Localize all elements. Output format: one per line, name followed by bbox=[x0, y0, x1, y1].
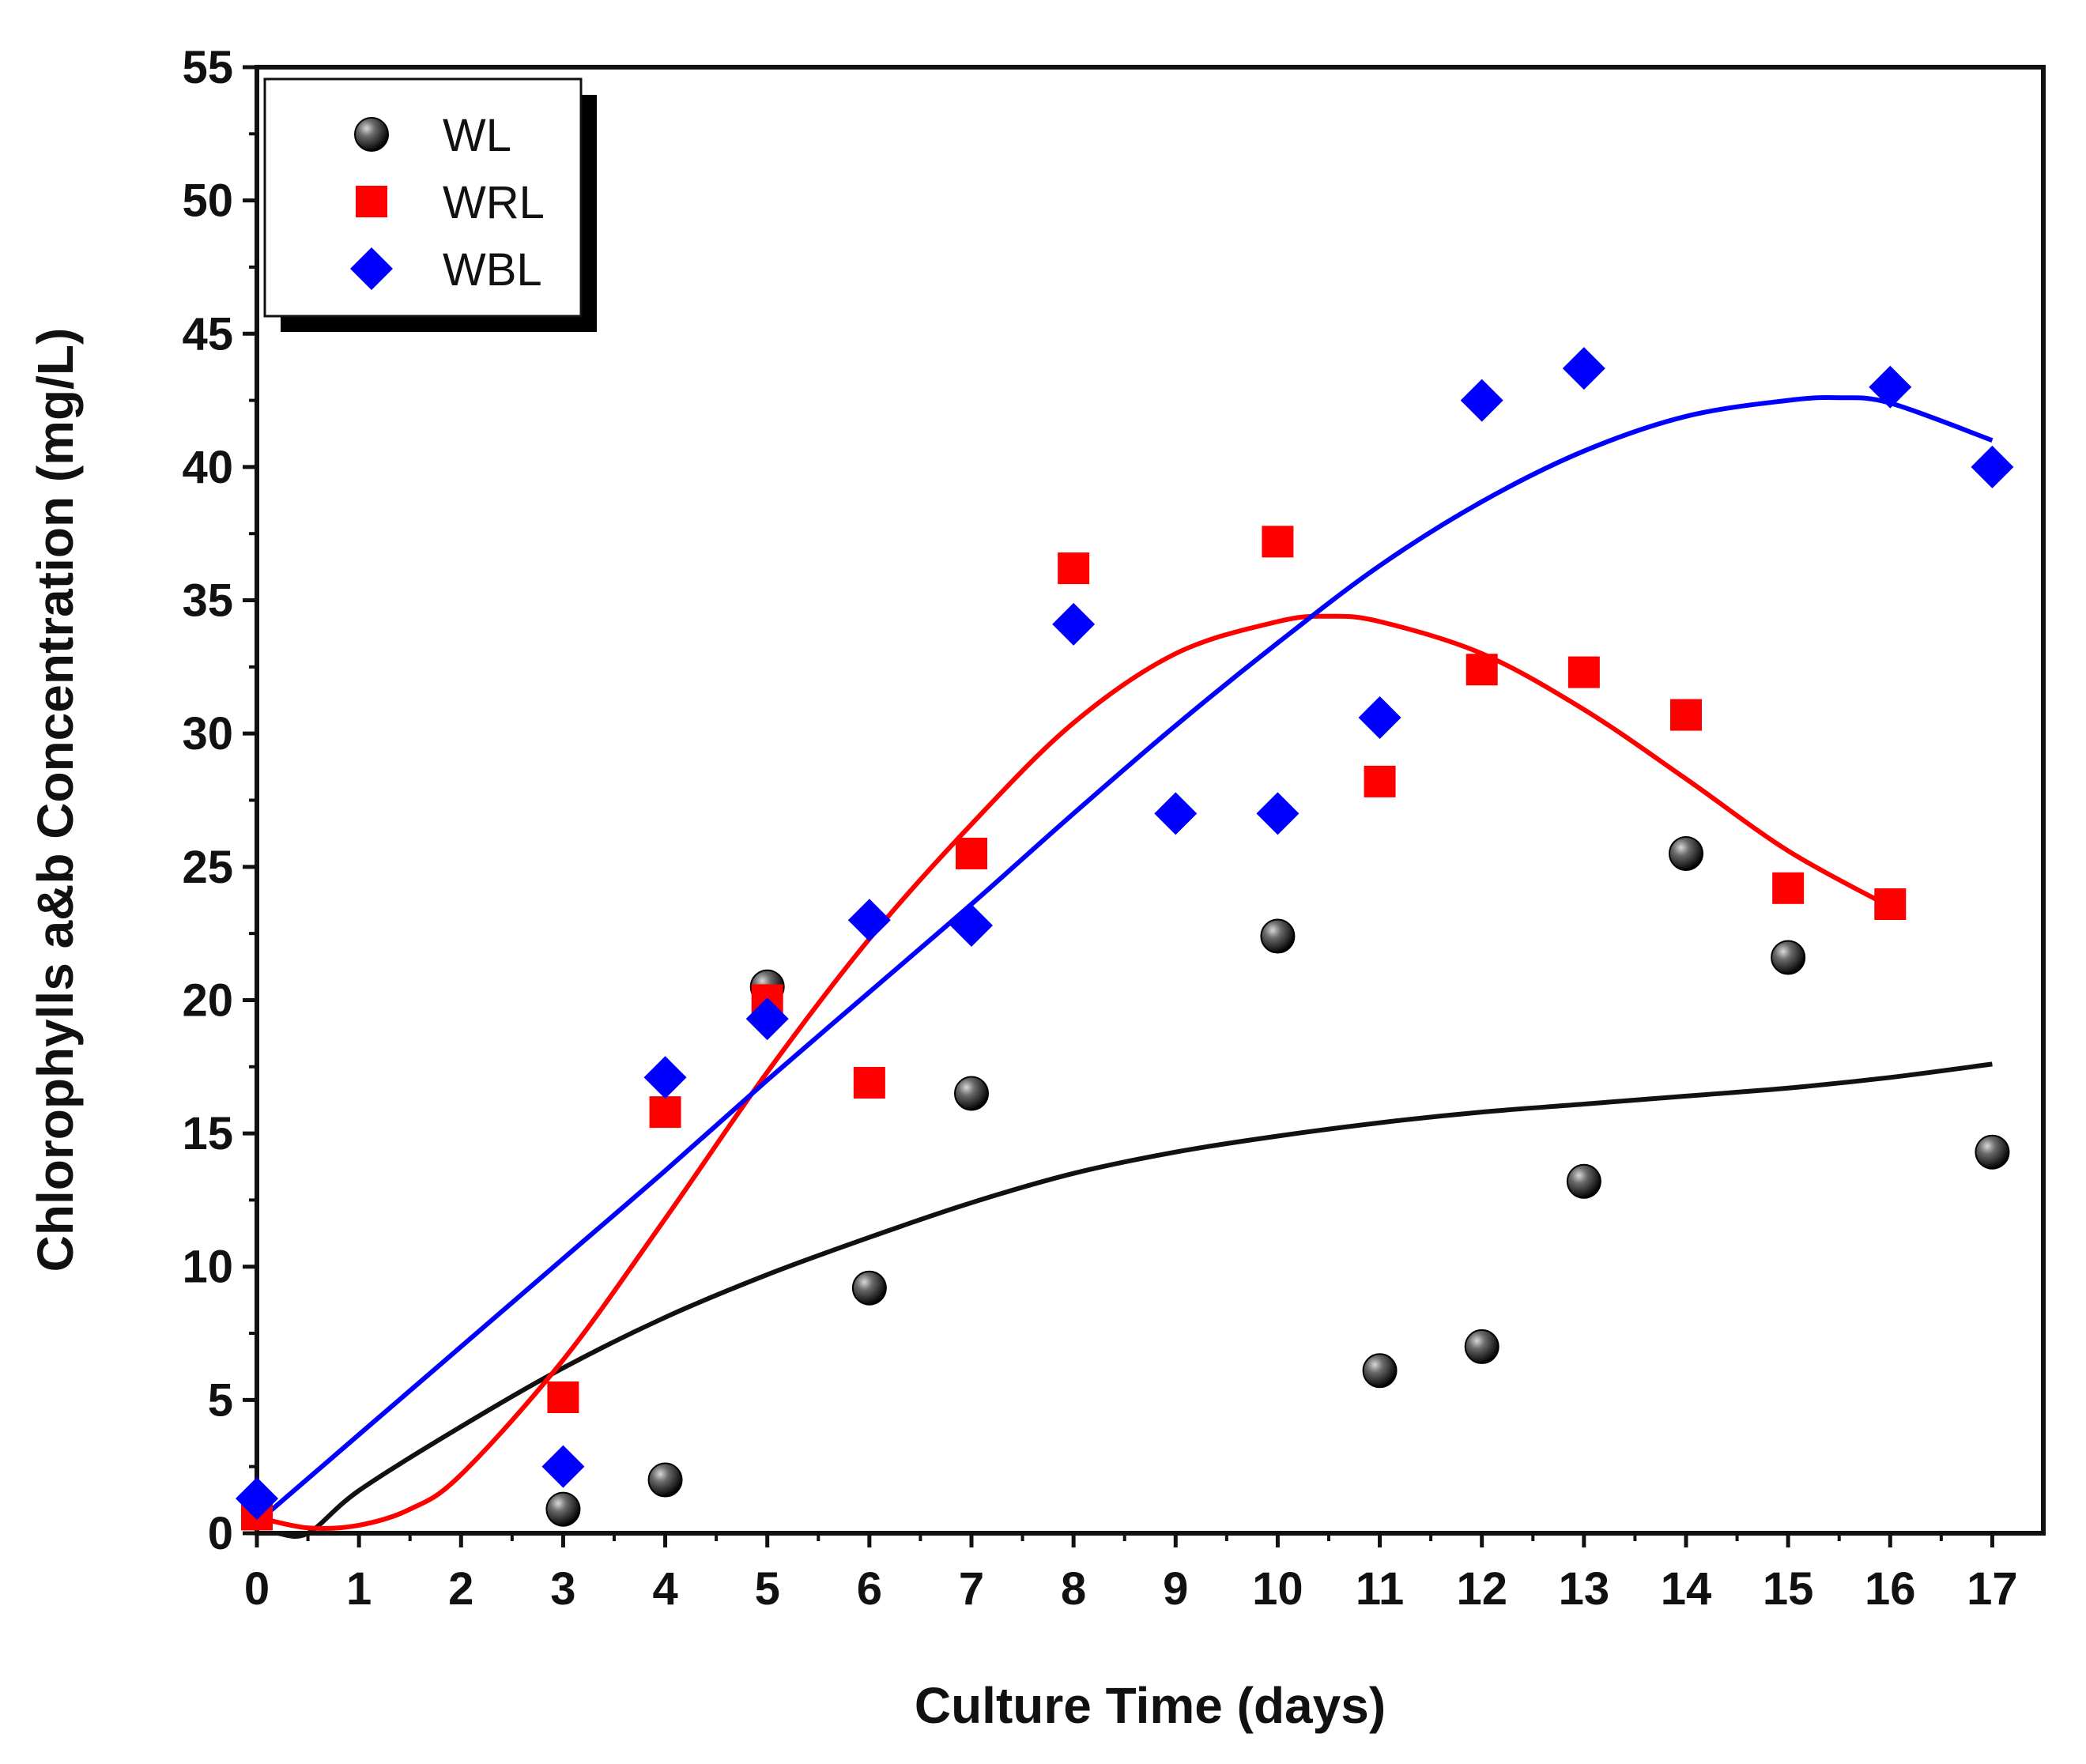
point-wrl bbox=[1670, 699, 1702, 731]
point-wbl bbox=[1256, 792, 1300, 835]
legend-label-wl: WL bbox=[443, 110, 511, 161]
y-tick-label: 45 bbox=[182, 308, 233, 360]
point-wl bbox=[1464, 1329, 1499, 1364]
y-tick-label: 10 bbox=[182, 1242, 233, 1293]
fit-lines bbox=[255, 394, 1994, 1539]
point-wbl bbox=[1154, 792, 1198, 835]
x-tick-label: 12 bbox=[1456, 1563, 1507, 1615]
y-tick-label: 55 bbox=[182, 42, 233, 93]
x-tick-label: 1 bbox=[346, 1563, 372, 1615]
x-tick-label: 15 bbox=[1763, 1563, 1814, 1615]
x-tick-label: 0 bbox=[244, 1563, 270, 1615]
x-tick-label: 7 bbox=[959, 1563, 984, 1615]
x-axis: 0 1 2 3 4 5 6 7 8 9 10 11 12 13 14 15 16 17 bbox=[244, 1533, 2018, 1615]
x-tick-label: 6 bbox=[857, 1563, 882, 1615]
fit-line-wbl bbox=[255, 394, 1994, 1525]
point-wbl bbox=[1971, 445, 2014, 488]
point-wrl bbox=[956, 837, 987, 869]
point-wl bbox=[1669, 835, 1703, 871]
point-wrl bbox=[547, 1381, 579, 1413]
point-wl bbox=[545, 1491, 581, 1527]
y-tick-label: 40 bbox=[182, 442, 233, 493]
y-tick-label: 0 bbox=[208, 1508, 233, 1559]
point-wbl bbox=[1562, 347, 1605, 390]
point-wbl bbox=[236, 1477, 278, 1521]
y-axis: 0 5 10 15 20 25 30 35 40 45 50 55 bbox=[182, 42, 257, 1559]
point-wrl bbox=[1262, 526, 1294, 558]
x-tick-label: 10 bbox=[1252, 1563, 1303, 1615]
legend-marker-wbl bbox=[350, 247, 393, 290]
x-tick-label: 13 bbox=[1559, 1563, 1610, 1615]
x-tick-label: 9 bbox=[1163, 1563, 1188, 1615]
point-wbl bbox=[643, 1056, 687, 1099]
y-tick-label: 50 bbox=[182, 175, 233, 227]
fit-line-wl bbox=[277, 1061, 1993, 1539]
point-wbl bbox=[950, 904, 993, 948]
y-tick-label: 5 bbox=[208, 1374, 233, 1426]
point-wl bbox=[851, 1270, 887, 1306]
y-tick-label: 35 bbox=[182, 575, 233, 627]
point-wrl bbox=[1465, 654, 1498, 686]
legend-marker-wrl bbox=[356, 186, 387, 217]
point-wrl bbox=[1058, 552, 1090, 585]
x-tick-label: 16 bbox=[1865, 1563, 1916, 1615]
x-tick-label: 4 bbox=[652, 1563, 677, 1615]
x-tick-label: 14 bbox=[1661, 1563, 1712, 1615]
point-wrl bbox=[649, 1096, 681, 1129]
x-tick-label: 11 bbox=[1356, 1563, 1404, 1615]
legend: WL WRL WBL bbox=[263, 77, 597, 332]
x-tick-label: 2 bbox=[448, 1563, 473, 1615]
point-wl bbox=[1566, 1163, 1601, 1199]
point-wrl bbox=[1364, 765, 1396, 797]
point-wbl bbox=[1052, 602, 1096, 646]
point-wbl bbox=[1460, 379, 1503, 422]
point-wbl bbox=[847, 899, 891, 942]
point-wl bbox=[1362, 1353, 1398, 1389]
point-wl bbox=[1260, 918, 1296, 954]
x-tick-label: 17 bbox=[1967, 1563, 2018, 1615]
point-wrl bbox=[1772, 872, 1805, 904]
y-tick-label: 15 bbox=[182, 1108, 233, 1159]
legend-label-wbl: WBL bbox=[443, 244, 542, 296]
legend-label-wrl: WRL bbox=[443, 177, 545, 228]
point-wbl bbox=[745, 997, 789, 1041]
point-wrl bbox=[853, 1067, 885, 1099]
x-axis-title: Culture Time (days) bbox=[915, 1677, 1386, 1734]
y-axis-title: Chlorophylls a&b Concentration (mg/L) bbox=[27, 328, 84, 1272]
point-wl bbox=[1771, 940, 1806, 975]
x-tick-label: 5 bbox=[755, 1563, 780, 1615]
legend-box bbox=[263, 77, 583, 318]
legend-marker-wl bbox=[354, 117, 389, 152]
point-wrl bbox=[1874, 888, 1907, 921]
y-tick-label: 30 bbox=[182, 708, 233, 760]
point-wl bbox=[1975, 1134, 2010, 1170]
legend-items: WL WRL WBL bbox=[350, 110, 545, 296]
point-wl bbox=[647, 1462, 683, 1498]
point-wbl bbox=[1869, 365, 1912, 409]
point-wbl bbox=[1358, 695, 1401, 739]
data-points bbox=[236, 347, 2014, 1531]
point-wbl bbox=[541, 1445, 585, 1488]
y-tick-label: 20 bbox=[182, 974, 233, 1026]
y-tick-label: 25 bbox=[182, 842, 233, 893]
point-wrl bbox=[1567, 656, 1600, 688]
point-wl bbox=[954, 1076, 989, 1111]
x-tick-label: 3 bbox=[550, 1563, 575, 1615]
x-tick-label: 8 bbox=[1061, 1563, 1086, 1615]
fit-line-wrl bbox=[256, 613, 1892, 1531]
